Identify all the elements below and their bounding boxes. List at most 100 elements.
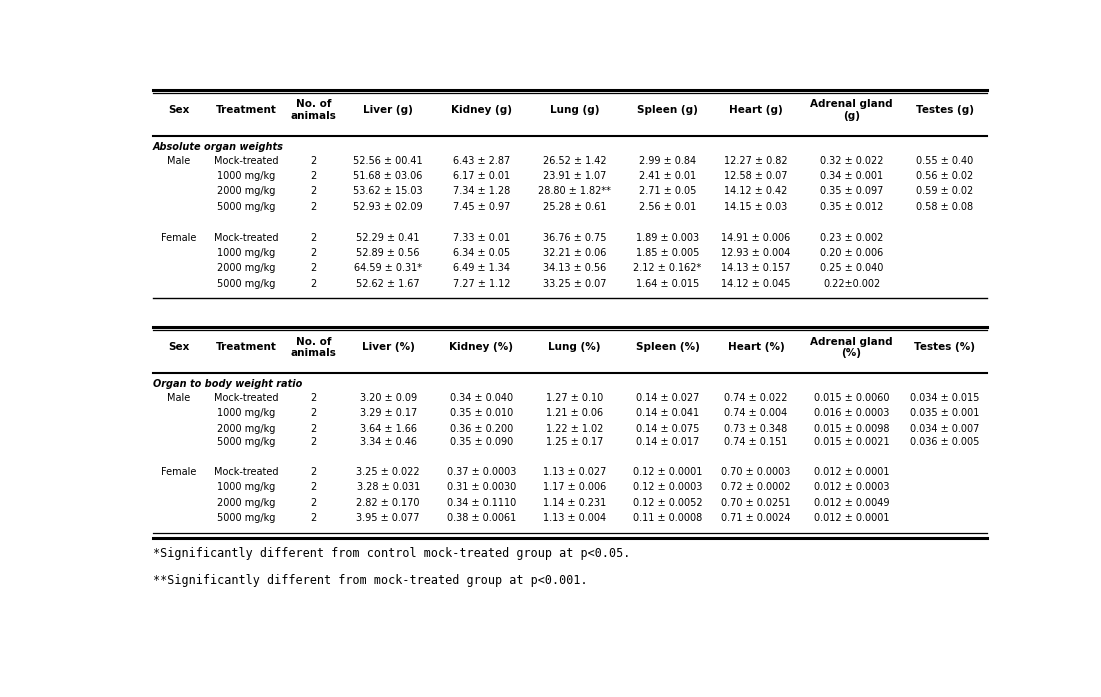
Text: 0.71 ± 0.0024: 0.71 ± 0.0024: [721, 513, 791, 523]
Text: 1000 mg/kg: 1000 mg/kg: [217, 482, 275, 492]
Text: 52.62 ± 1.67: 52.62 ± 1.67: [357, 279, 419, 289]
Text: 2: 2: [310, 408, 317, 418]
Text: 0.23 ± 0.002: 0.23 ± 0.002: [820, 233, 883, 243]
Text: 1.21 ± 0.06: 1.21 ± 0.06: [546, 408, 603, 418]
Text: Sex: Sex: [168, 342, 189, 353]
Text: 0.35 ± 0.010: 0.35 ± 0.010: [449, 408, 513, 418]
Text: 52.89 ± 0.56: 52.89 ± 0.56: [357, 248, 419, 258]
Text: 0.034 ± 0.015: 0.034 ± 0.015: [911, 393, 980, 403]
Text: 2: 2: [310, 467, 317, 477]
Text: 2.99 ± 0.84: 2.99 ± 0.84: [639, 155, 696, 166]
Text: Mock-treated: Mock-treated: [214, 155, 279, 166]
Text: Treatment: Treatment: [216, 105, 276, 115]
Text: 1.64 ± 0.015: 1.64 ± 0.015: [636, 279, 699, 289]
Text: 6.43 ± 2.87: 6.43 ± 2.87: [453, 155, 510, 166]
Text: Liver (%): Liver (%): [362, 342, 415, 353]
Text: 33.25 ± 0.07: 33.25 ± 0.07: [543, 279, 607, 289]
Text: 5000 mg/kg: 5000 mg/kg: [217, 513, 275, 523]
Text: 32.21 ± 0.06: 32.21 ± 0.06: [543, 248, 607, 258]
Text: Treatment: Treatment: [216, 342, 276, 353]
Text: 2.56 ± 0.01: 2.56 ± 0.01: [639, 202, 696, 212]
Text: 26.52 ± 1.42: 26.52 ± 1.42: [543, 155, 607, 166]
Text: 0.036 ± 0.005: 0.036 ± 0.005: [911, 438, 980, 447]
Text: 0.37 ± 0.0003: 0.37 ± 0.0003: [447, 467, 516, 477]
Text: 2000 mg/kg: 2000 mg/kg: [217, 263, 275, 273]
Text: 0.12 ± 0.0003: 0.12 ± 0.0003: [633, 482, 702, 492]
Text: 0.34 ± 0.1110: 0.34 ± 0.1110: [447, 498, 516, 507]
Text: 0.35 ± 0.097: 0.35 ± 0.097: [820, 186, 883, 197]
Text: Organ to body weight ratio: Organ to body weight ratio: [153, 379, 303, 389]
Text: 12.93 ± 0.004: 12.93 ± 0.004: [721, 248, 791, 258]
Text: 2.71 ± 0.05: 2.71 ± 0.05: [639, 186, 696, 197]
Text: 2: 2: [310, 263, 317, 273]
Text: 3.95 ± 0.077: 3.95 ± 0.077: [357, 513, 419, 523]
Text: 2: 2: [310, 171, 317, 181]
Text: 52.29 ± 0.41: 52.29 ± 0.41: [357, 233, 419, 243]
Text: 2: 2: [310, 482, 317, 492]
Text: 0.32 ± 0.022: 0.32 ± 0.022: [820, 155, 883, 166]
Text: 1.27 ± 0.10: 1.27 ± 0.10: [546, 393, 603, 403]
Text: 0.31 ± 0.0030: 0.31 ± 0.0030: [447, 482, 516, 492]
Text: 0.11 ± 0.0008: 0.11 ± 0.0008: [633, 513, 702, 523]
Text: 0.34 ± 0.001: 0.34 ± 0.001: [820, 171, 883, 181]
Text: Male: Male: [167, 393, 190, 403]
Text: Spleen (g): Spleen (g): [637, 105, 698, 115]
Text: Mock-treated: Mock-treated: [214, 233, 279, 243]
Text: 7.45 ± 0.97: 7.45 ± 0.97: [453, 202, 510, 212]
Text: 5000 mg/kg: 5000 mg/kg: [217, 279, 275, 289]
Text: 7.33 ± 0.01: 7.33 ± 0.01: [453, 233, 510, 243]
Text: 0.70 ± 0.0003: 0.70 ± 0.0003: [721, 467, 791, 477]
Text: 12.58 ± 0.07: 12.58 ± 0.07: [724, 171, 788, 181]
Text: **Significantly different from mock-treated group at p<0.001.: **Significantly different from mock-trea…: [153, 574, 588, 587]
Text: 1000 mg/kg: 1000 mg/kg: [217, 408, 275, 418]
Text: 14.12 ± 0.045: 14.12 ± 0.045: [721, 279, 791, 289]
Text: 1.89 ± 0.003: 1.89 ± 0.003: [636, 233, 699, 243]
Text: 0.59 ± 0.02: 0.59 ± 0.02: [916, 186, 973, 197]
Text: 3.34 ± 0.46: 3.34 ± 0.46: [360, 438, 416, 447]
Text: 14.12 ± 0.42: 14.12 ± 0.42: [724, 186, 788, 197]
Text: 0.012 ± 0.0001: 0.012 ± 0.0001: [814, 467, 890, 477]
Text: 0.20 ± 0.006: 0.20 ± 0.006: [820, 248, 883, 258]
Text: 52.56 ± 00.41: 52.56 ± 00.41: [353, 155, 423, 166]
Text: 0.55 ± 0.40: 0.55 ± 0.40: [916, 155, 973, 166]
Text: 1000 mg/kg: 1000 mg/kg: [217, 248, 275, 258]
Text: 0.56 ± 0.02: 0.56 ± 0.02: [916, 171, 973, 181]
Text: 0.035 ± 0.001: 0.035 ± 0.001: [911, 408, 980, 418]
Text: Spleen (%): Spleen (%): [635, 342, 699, 353]
Text: 0.73 ± 0.348: 0.73 ± 0.348: [724, 424, 787, 434]
Text: 0.012 ± 0.0003: 0.012 ± 0.0003: [814, 482, 890, 492]
Text: 1.25 ± 0.17: 1.25 ± 0.17: [546, 438, 603, 447]
Text: Kidney (%): Kidney (%): [449, 342, 513, 353]
Text: 25.28 ± 0.61: 25.28 ± 0.61: [543, 202, 607, 212]
Text: *Significantly different from control mock-treated group at p<0.05.: *Significantly different from control mo…: [153, 547, 631, 560]
Text: Testes (%): Testes (%): [914, 342, 975, 353]
Text: 0.016 ± 0.0003: 0.016 ± 0.0003: [814, 408, 890, 418]
Text: 36.76 ± 0.75: 36.76 ± 0.75: [543, 233, 607, 243]
Text: 5000 mg/kg: 5000 mg/kg: [217, 438, 275, 447]
Text: Adrenal gland
(g): Adrenal gland (g): [810, 100, 893, 121]
Text: No. of
animals: No. of animals: [291, 337, 337, 358]
Text: 2: 2: [310, 498, 317, 507]
Text: 2.12 ± 0.162*: 2.12 ± 0.162*: [633, 263, 701, 273]
Text: 6.49 ± 1.34: 6.49 ± 1.34: [453, 263, 510, 273]
Text: 1.13 ± 0.027: 1.13 ± 0.027: [543, 467, 607, 477]
Text: 5000 mg/kg: 5000 mg/kg: [217, 202, 275, 212]
Text: 1000 mg/kg: 1000 mg/kg: [217, 171, 275, 181]
Text: 2: 2: [310, 233, 317, 243]
Text: 51.68 ± 03.06: 51.68 ± 03.06: [353, 171, 423, 181]
Text: 2000 mg/kg: 2000 mg/kg: [217, 498, 275, 507]
Text: 0.015 ± 0.0098: 0.015 ± 0.0098: [814, 424, 890, 434]
Text: 52.93 ± 02.09: 52.93 ± 02.09: [353, 202, 423, 212]
Text: Male: Male: [167, 155, 190, 166]
Text: 0.74 ± 0.151: 0.74 ± 0.151: [724, 438, 788, 447]
Text: 0.14 ± 0.017: 0.14 ± 0.017: [636, 438, 699, 447]
Text: 2000 mg/kg: 2000 mg/kg: [217, 186, 275, 197]
Text: 0.74 ± 0.022: 0.74 ± 0.022: [724, 393, 788, 403]
Text: Kidney (g): Kidney (g): [450, 105, 512, 115]
Text: 3.64 ± 1.66: 3.64 ± 1.66: [360, 424, 416, 434]
Text: 12.27 ± 0.82: 12.27 ± 0.82: [724, 155, 788, 166]
Text: 6.34 ± 0.05: 6.34 ± 0.05: [453, 248, 510, 258]
Text: 1.13 ± 0.004: 1.13 ± 0.004: [543, 513, 606, 523]
Text: Lung (%): Lung (%): [548, 342, 601, 353]
Text: 2: 2: [310, 186, 317, 197]
